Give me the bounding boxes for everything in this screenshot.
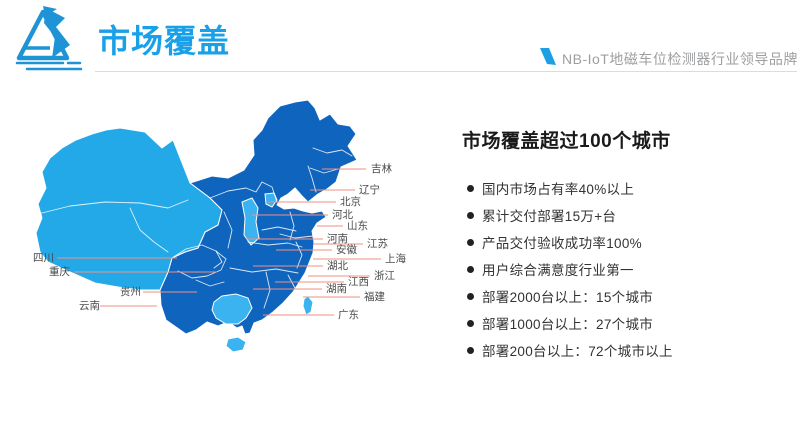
bullet-dot-icon <box>467 184 474 192</box>
list-item: 累计交付部署15万+台 <box>467 208 673 224</box>
page-title: 市场覆盖 <box>98 23 231 59</box>
bullet-dot-icon <box>467 265 474 273</box>
province-label-hubei: 湖北 <box>327 260 348 272</box>
list-item: 部署200台以上：72个城市以上 <box>467 343 673 359</box>
province-label-jilin: 吉林 <box>371 163 392 175</box>
china-map-container <box>0 90 460 444</box>
bullet-text: 国内市场占有率40%以上 <box>482 182 635 197</box>
province-label-beijing: 北京 <box>340 196 361 208</box>
label-leader-lines <box>57 168 381 316</box>
province-label-yunnan: 云南 <box>79 300 100 312</box>
bullet-text: 部署200台以上：72个城市以上 <box>482 344 673 359</box>
company-logo-icon <box>15 6 83 71</box>
bullet-text: 用户综合满意度行业第一 <box>482 263 634 278</box>
province-label-jiangxi: 江西 <box>348 276 369 288</box>
china-map <box>35 99 381 353</box>
province-label-guizhou: 贵州 <box>120 286 141 298</box>
map-region-taiwan <box>302 295 314 316</box>
bullet-dot-icon <box>467 319 474 327</box>
province-label-shandong: 山东 <box>347 220 368 232</box>
header-divider <box>95 71 797 72</box>
map-region-shanxi <box>241 197 260 246</box>
bullet-text: 累计交付部署15万+台 <box>482 209 617 224</box>
bullet-dot-icon <box>467 292 474 300</box>
province-label-henan: 河南 <box>327 233 348 245</box>
map-region-hainan <box>225 336 247 353</box>
province-label-liaoning: 辽宁 <box>359 184 380 196</box>
list-item: 国内市场占有率40%以上 <box>467 181 673 197</box>
map-region-guangxi <box>211 293 253 325</box>
province-borders <box>37 147 353 309</box>
slash-accent-icon <box>540 48 556 65</box>
bullet-dot-icon <box>467 346 474 354</box>
bullet-text: 部署1000台以上：27个城市 <box>482 317 654 332</box>
list-item: 用户综合满意度行业第一 <box>467 262 673 278</box>
list-item: 部署1000台以上：27个城市 <box>467 316 673 332</box>
province-label-zhejiang: 浙江 <box>374 270 395 282</box>
province-label-anhui: 安徽 <box>336 244 357 256</box>
map-region-beijing <box>264 192 278 208</box>
panel-title: 市场覆盖超过100个城市 <box>462 131 671 152</box>
brand-tagline: NB-IoT地磁车位检测器行业领导品牌 <box>562 51 798 67</box>
bullet-text: 部署2000台以上：15个城市 <box>482 290 654 305</box>
province-label-hebei: 河北 <box>332 209 353 221</box>
stats-bullet-list: 国内市场占有率40%以上 累计交付部署15万+台 产品交付验收成功率100% 用… <box>467 181 673 359</box>
province-label-guangdong: 广东 <box>338 309 359 321</box>
list-item: 产品交付验收成功率100% <box>467 235 673 251</box>
province-label-sichuan: 四川 <box>33 252 54 264</box>
province-label-chongqing: 重庆 <box>49 266 70 278</box>
bullet-dot-icon <box>467 238 474 246</box>
list-item: 部署2000台以上：15个城市 <box>467 289 673 305</box>
province-label-jiangsu: 江苏 <box>367 238 388 250</box>
bullet-dot-icon <box>467 211 474 219</box>
province-label-hunan: 湖南 <box>326 283 347 295</box>
province-label-fujian: 福建 <box>364 291 385 303</box>
bullet-text: 产品交付验收成功率100% <box>482 236 642 251</box>
map-region-west <box>35 127 223 291</box>
province-label-shanghai: 上海 <box>385 253 406 265</box>
